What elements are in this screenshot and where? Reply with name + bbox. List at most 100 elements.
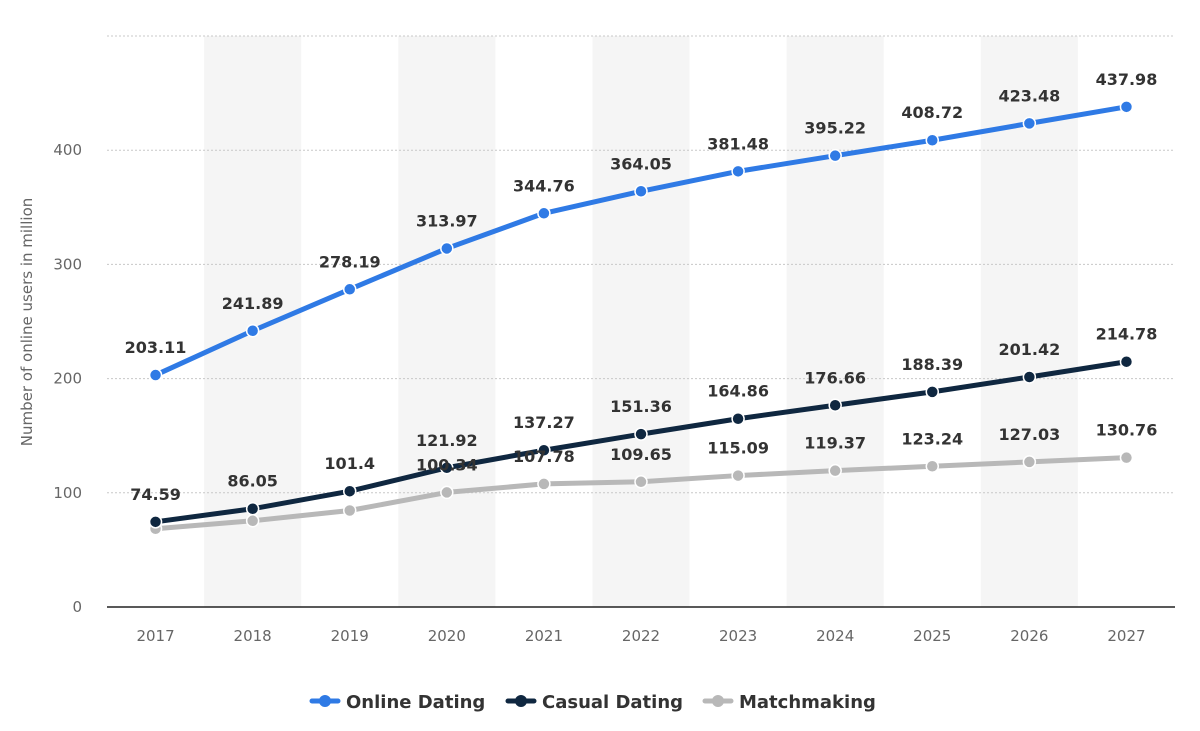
data-point[interactable] <box>634 475 648 489</box>
data-point[interactable] <box>1022 370 1037 384</box>
data-label: 121.92 <box>416 431 478 450</box>
data-point[interactable] <box>342 484 357 498</box>
data-label: 100.34 <box>416 455 478 474</box>
data-point[interactable] <box>828 398 842 413</box>
legend-item[interactable]: Online Dating <box>309 692 485 713</box>
y-tick-label: 400 <box>53 141 82 159</box>
column-band <box>786 36 884 607</box>
data-label: 344.76 <box>513 176 575 195</box>
column-band <box>398 36 496 607</box>
x-tick-label: 2025 <box>913 627 951 645</box>
series-group <box>148 100 1134 536</box>
series-casual-dating <box>148 354 1134 529</box>
data-point[interactable] <box>634 184 648 199</box>
legend-label: Casual Dating <box>542 692 683 713</box>
data-label: 395.22 <box>804 119 866 138</box>
data-label: 130.76 <box>1096 421 1158 440</box>
data-point[interactable] <box>828 148 842 163</box>
series-online-dating <box>148 100 1134 382</box>
data-label: 437.98 <box>1096 70 1158 89</box>
data-point[interactable] <box>731 164 745 179</box>
data-label: 123.24 <box>901 429 963 448</box>
y-tick-label: 0 <box>72 598 82 616</box>
x-tick-label: 2023 <box>719 627 757 645</box>
y-axis-label: Number of online users in million <box>18 198 36 446</box>
data-label: 101.4 <box>324 454 375 473</box>
data-label: 364.05 <box>610 154 672 173</box>
y-tick-label: 100 <box>53 484 82 502</box>
data-label: 115.09 <box>707 439 769 458</box>
data-point[interactable] <box>828 463 842 478</box>
x-tick-label: 2017 <box>136 627 174 645</box>
data-point[interactable] <box>440 241 454 256</box>
data-label: 241.89 <box>222 294 284 313</box>
x-tick-label: 2026 <box>1010 627 1048 645</box>
data-point[interactable] <box>925 385 940 399</box>
data-point[interactable] <box>148 515 163 529</box>
legend: Online Dating Casual Dating Matchmaking <box>309 692 876 713</box>
legend-item[interactable]: Matchmaking <box>702 692 876 713</box>
data-point[interactable] <box>1119 100 1134 114</box>
data-point[interactable] <box>1022 116 1037 131</box>
data-label: 107.78 <box>513 447 575 466</box>
data-point[interactable] <box>634 427 648 441</box>
data-point[interactable] <box>537 206 551 221</box>
x-tick-label: 2027 <box>1107 627 1145 645</box>
x-tick-label: 2019 <box>331 627 369 645</box>
data-point[interactable] <box>440 461 454 475</box>
x-tick-label: 2021 <box>525 627 563 645</box>
data-label: 127.03 <box>998 425 1060 444</box>
data-point[interactable] <box>342 503 357 518</box>
x-tick-label: 2018 <box>234 627 272 645</box>
data-label: 408.72 <box>901 103 963 122</box>
legend-item[interactable]: Casual Dating <box>505 692 683 713</box>
data-point[interactable] <box>537 443 551 457</box>
data-point[interactable] <box>342 282 357 297</box>
alternating-column-bands <box>204 36 1078 607</box>
data-label: 423.48 <box>998 86 1060 105</box>
x-tick-label: 2024 <box>816 627 854 645</box>
data-label: 203.11 <box>125 338 187 357</box>
x-tick-label: 2020 <box>428 627 466 645</box>
data-point[interactable] <box>537 477 551 491</box>
data-label: 201.42 <box>998 340 1060 359</box>
data-point[interactable] <box>925 459 940 474</box>
data-label: 119.37 <box>804 434 866 453</box>
data-point[interactable] <box>731 411 745 426</box>
legend-label: Matchmaking <box>739 692 876 713</box>
column-band <box>592 36 690 607</box>
legend-swatch-marker <box>319 695 331 707</box>
data-point[interactable] <box>1119 450 1134 465</box>
legend-label: Online Dating <box>346 692 485 713</box>
legend-swatch-marker <box>712 695 724 707</box>
data-point[interactable] <box>1022 455 1037 469</box>
data-point[interactable] <box>440 485 454 500</box>
data-point[interactable] <box>731 468 745 483</box>
y-tick-label: 300 <box>53 255 82 273</box>
data-label: 151.36 <box>610 397 672 416</box>
x-tick-label: 2022 <box>622 627 660 645</box>
data-point[interactable] <box>245 514 260 528</box>
data-label: 176.66 <box>804 368 866 387</box>
data-label: 188.39 <box>901 355 963 374</box>
data-point[interactable] <box>925 133 940 147</box>
data-label: 278.19 <box>319 252 381 271</box>
data-labels: 203.11 241.89 278.19 313.97 344.76 364.05 381.… <box>125 70 1158 504</box>
data-point[interactable] <box>148 368 163 382</box>
data-point[interactable] <box>245 501 260 516</box>
gridlines <box>107 35 1175 608</box>
data-point[interactable] <box>245 324 260 338</box>
y-axis-ticks: 0 100 200 300 400 <box>53 141 82 616</box>
x-axis-ticks: 2017 2018 2019 2020 2021 2022 2023 2024 2025 2026… <box>136 627 1145 645</box>
data-label: 74.59 <box>130 485 181 504</box>
legend-swatch-marker <box>515 695 527 707</box>
data-label: 381.48 <box>707 134 769 153</box>
data-label: 86.05 <box>227 472 278 491</box>
data-point[interactable] <box>1119 354 1134 369</box>
y-tick-label: 200 <box>53 370 82 388</box>
data-label: 313.97 <box>416 211 478 230</box>
data-label: 109.65 <box>610 445 672 464</box>
data-label: 137.27 <box>513 413 575 432</box>
data-label: 214.78 <box>1096 325 1158 344</box>
